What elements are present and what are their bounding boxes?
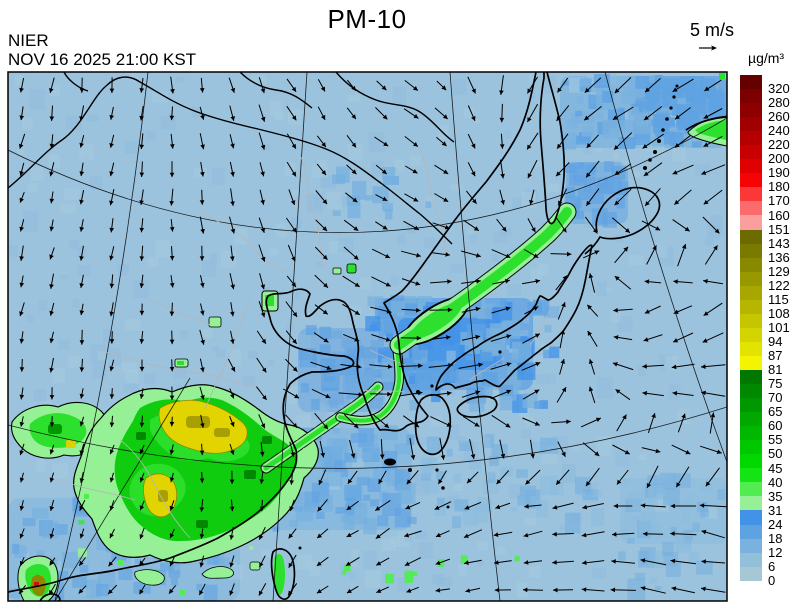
- colorbar-block: [740, 538, 762, 553]
- colorbar-block: [740, 327, 762, 342]
- colorbar-block: [740, 173, 762, 188]
- colorbar-block: [740, 257, 762, 272]
- colorbar-tick-label: 50: [768, 446, 783, 462]
- colorbar-block: [740, 482, 762, 497]
- colorbar-block: [740, 510, 762, 525]
- colorbar-block: [740, 131, 762, 146]
- colorbar-tick-label: 143: [768, 235, 790, 251]
- colorbar-tick-label: 35: [768, 488, 783, 504]
- page-title: PM-10: [327, 4, 407, 34]
- colorbar-block: [740, 103, 762, 118]
- colorbar-block: [740, 398, 762, 413]
- colorbar-block: [740, 75, 762, 90]
- colorbar-block: [740, 159, 762, 174]
- colorbar-tick-label: 6: [768, 558, 776, 574]
- colorbar-tick-label: 0: [768, 572, 776, 588]
- colorbar-tick-label: 60: [768, 418, 783, 434]
- colorbar-block: [740, 285, 762, 300]
- colorbar-blocks: [740, 75, 762, 581]
- colorbar-block: [740, 412, 762, 427]
- colorbar-tick-label: 136: [768, 249, 790, 265]
- colorbar-tick-label: 151: [768, 221, 790, 237]
- colorbar-block: [740, 454, 762, 469]
- colorbar-block: [740, 552, 762, 567]
- colorbar-tick-label: 94: [768, 334, 783, 350]
- forecast-datetime: NOV 16 2025 21:00 KST: [8, 50, 197, 69]
- colorbar-block: [740, 566, 762, 581]
- colorbar-tick-label: 18: [768, 530, 783, 546]
- colorbar-tick-label: 240: [768, 123, 790, 139]
- colorbar-legend: 320 280 260 240 220 200 190 180 170 160 151 143 136 1…: [740, 75, 799, 588]
- colorbar-tick-label: 122: [768, 277, 790, 293]
- colorbar-tick-label: 129: [768, 263, 790, 279]
- colorbar-tick-label: 31: [768, 502, 783, 518]
- colorbar-block: [740, 384, 762, 399]
- colorbar-tick-label: 260: [768, 109, 790, 125]
- wind-arrows: [18, 75, 727, 596]
- colorbar-tick-label: 45: [768, 460, 783, 476]
- colorbar-block: [740, 201, 762, 216]
- colorbar-block: [740, 145, 762, 160]
- colorbar-ticks: 320 280 260 240 220 200 190 180 170 160 151 143 136 1…: [768, 75, 799, 588]
- colorbar-tick-label: 220: [768, 137, 790, 153]
- colorbar-block: [740, 313, 762, 328]
- colorbar-block: [740, 369, 762, 385]
- colorbar-block: [740, 187, 762, 202]
- small-islands: [298, 84, 679, 550]
- wind-speed-legend: 5 m/s: [689, 20, 734, 40]
- colorbar-block: [740, 355, 762, 370]
- colorbar-block: [740, 117, 762, 132]
- colorbar-block: [740, 215, 762, 230]
- colorbar-tick-label: 70: [768, 390, 783, 406]
- colorbar-tick-label: 12: [768, 544, 783, 560]
- colorbar-tick-label: 101: [768, 319, 790, 335]
- pm-small-patches: [17, 73, 727, 601]
- pm-plume-southeast-china: [10, 384, 319, 564]
- coastlines: [8, 72, 727, 601]
- colorbar-block: [740, 496, 762, 511]
- colorbar-tick-label: 280: [768, 95, 790, 111]
- colorbar-block: [740, 243, 762, 258]
- admin-boundaries: [59, 149, 551, 539]
- colorbar-tick-label: 75: [768, 376, 783, 392]
- colorbar-tick-label: 108: [768, 305, 790, 321]
- colorbar-block: [740, 468, 762, 483]
- colorbar-block: [740, 299, 762, 314]
- colorbar-block: [740, 271, 762, 286]
- colorbar-block: [740, 229, 762, 244]
- colorbar-tick-label: 24: [768, 516, 783, 532]
- colorbar-block: [740, 341, 762, 356]
- agency-label: NIER: [8, 31, 49, 50]
- colorbar-tick-label: 170: [768, 193, 790, 209]
- colorbar-tick-label: 55: [768, 432, 783, 448]
- colorbar-tick-label: 115: [768, 291, 789, 307]
- colorbar-tick-label: 65: [768, 404, 783, 420]
- unit-label: µg/m³: [748, 50, 785, 66]
- colorbar-tick-label: 320: [768, 81, 790, 97]
- colorbar-tick-label: 180: [768, 179, 790, 195]
- pm-plume-sea-of-japan-band: [389, 202, 577, 355]
- colorbar-tick-label: 40: [768, 474, 783, 490]
- colorbar-block: [740, 440, 762, 455]
- wind-scale-arrow-icon: [699, 45, 717, 51]
- map-frame: [7, 71, 728, 602]
- colorbar-tick-label: 160: [768, 207, 790, 223]
- colorbar-block: [740, 89, 762, 104]
- colorbar-tick-label: 190: [768, 165, 790, 181]
- colorbar-tick-label: 81: [768, 362, 783, 378]
- colorbar-block: [740, 524, 762, 539]
- colorbar-tick-label: 200: [768, 151, 790, 167]
- colorbar-tick-label: 87: [768, 348, 783, 364]
- pm-plume-yellow-sea-band: [260, 344, 404, 474]
- colorbar-block: [740, 426, 762, 441]
